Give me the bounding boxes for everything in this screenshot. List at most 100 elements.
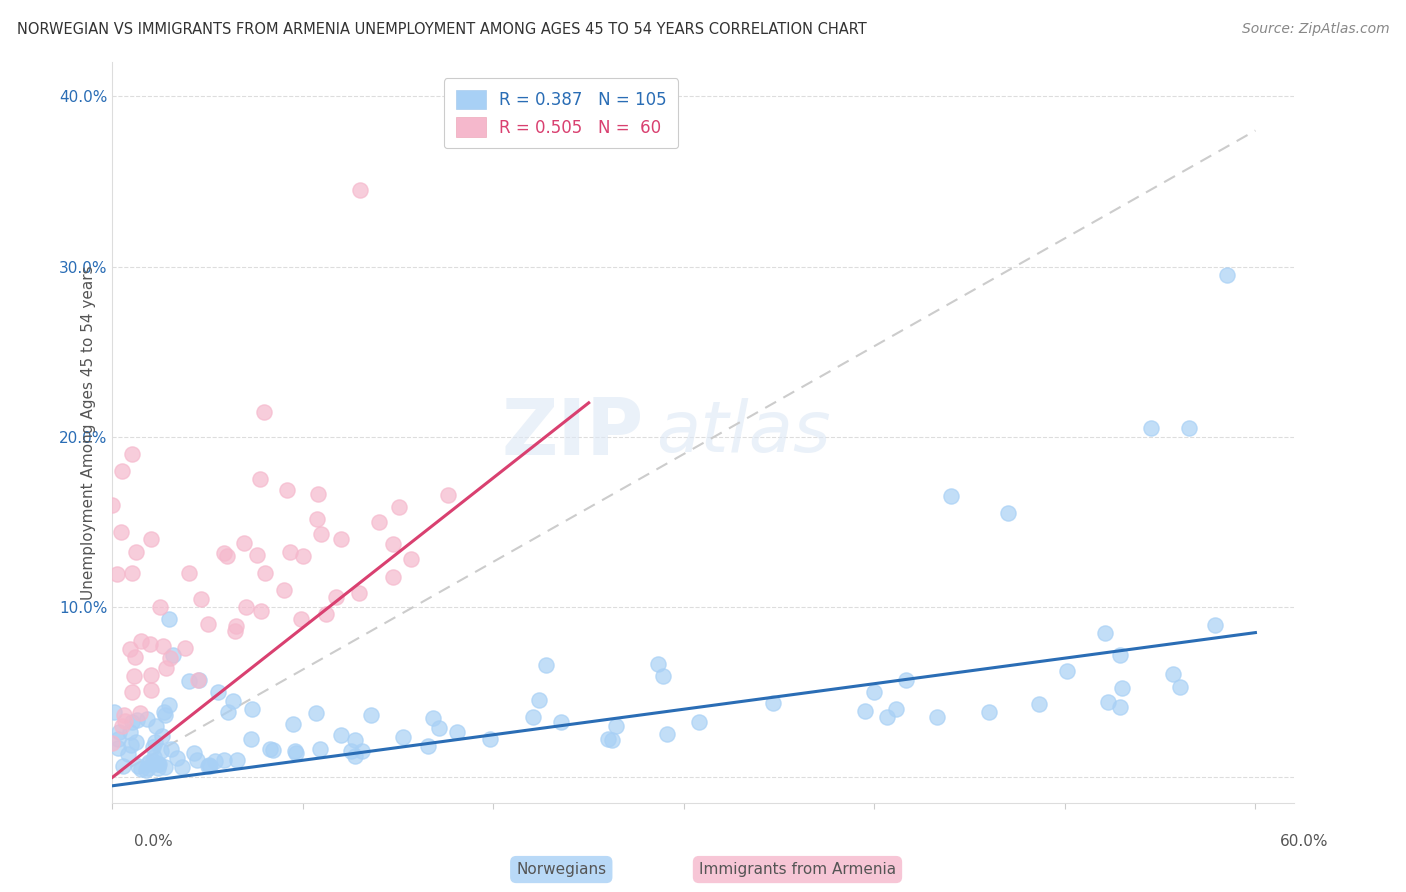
Point	[1216, 268, 1239, 283]
Point	[278, 545, 301, 559]
Point	[349, 183, 371, 197]
Point	[478, 731, 501, 746]
Point	[127, 759, 149, 773]
Point	[138, 755, 160, 769]
Legend: R = 0.387   N = 105, R = 0.505   N =  60: R = 0.387 N = 105, R = 0.505 N = 60	[444, 78, 679, 148]
Point	[124, 649, 146, 664]
Point	[127, 713, 149, 727]
Point	[112, 759, 135, 773]
Point	[360, 708, 382, 723]
Point	[600, 733, 623, 747]
Point	[339, 744, 361, 758]
Point	[217, 705, 239, 719]
Point	[382, 536, 405, 550]
Point	[173, 641, 195, 656]
Point	[204, 754, 226, 768]
Point	[155, 661, 177, 675]
Point	[155, 707, 177, 722]
Point	[207, 685, 229, 699]
Point	[121, 566, 143, 580]
Point	[1111, 681, 1133, 695]
Point	[311, 526, 333, 541]
Point	[925, 710, 948, 724]
Point	[215, 549, 238, 563]
Point	[1109, 700, 1132, 714]
Point	[1177, 421, 1199, 435]
Point	[121, 447, 143, 461]
Point	[273, 582, 295, 597]
Point	[129, 762, 152, 776]
Point	[139, 532, 162, 546]
Point	[1097, 695, 1119, 709]
Point	[142, 739, 165, 754]
Point	[114, 708, 136, 723]
Point	[187, 673, 209, 688]
Point	[762, 696, 785, 710]
Point	[105, 566, 128, 581]
Point	[122, 669, 145, 683]
Point	[149, 744, 172, 758]
Point	[177, 566, 200, 580]
Point	[349, 586, 371, 600]
Point	[291, 549, 314, 563]
Point	[172, 760, 194, 774]
Point	[157, 698, 180, 712]
Point	[107, 724, 129, 739]
Point	[863, 685, 886, 699]
Point	[139, 636, 162, 650]
Point	[145, 718, 167, 732]
Point	[330, 532, 353, 546]
Point	[118, 642, 141, 657]
Point	[1161, 666, 1184, 681]
Point	[157, 611, 180, 625]
Point	[117, 747, 139, 761]
Point	[290, 612, 312, 626]
Text: ZIP: ZIP	[502, 394, 644, 471]
Point	[1168, 680, 1191, 694]
Point	[1204, 617, 1226, 632]
Point	[125, 545, 148, 559]
Point	[101, 498, 124, 512]
Point	[253, 404, 276, 418]
Point	[111, 464, 134, 478]
Point	[1139, 421, 1161, 435]
Point	[148, 761, 170, 775]
Point	[529, 693, 551, 707]
Point	[647, 657, 669, 671]
Point	[651, 669, 673, 683]
Point	[135, 763, 157, 777]
Point	[129, 634, 152, 648]
Point	[550, 714, 572, 729]
Point	[222, 694, 245, 708]
Point	[997, 507, 1019, 521]
Point	[437, 488, 460, 502]
Point	[225, 753, 247, 767]
Point	[143, 735, 166, 749]
Point	[422, 711, 444, 725]
Point	[1028, 698, 1050, 712]
Point	[281, 717, 304, 731]
Point	[284, 746, 307, 760]
Point	[152, 639, 174, 653]
Point	[186, 753, 208, 767]
Point	[190, 591, 212, 606]
Point	[121, 685, 143, 699]
Point	[139, 668, 162, 682]
Point	[136, 761, 159, 775]
Point	[101, 736, 124, 750]
Point	[418, 739, 440, 754]
Point	[149, 600, 172, 615]
Point	[305, 706, 328, 720]
Point	[939, 490, 962, 504]
Point	[446, 724, 468, 739]
Text: NORWEGIAN VS IMMIGRANTS FROM ARMENIA UNEMPLOYMENT AMONG AGES 45 TO 54 YEARS CORR: NORWEGIAN VS IMMIGRANTS FROM ARMENIA UNE…	[17, 22, 866, 37]
Y-axis label: Unemployment Among Ages 45 to 54 years: Unemployment Among Ages 45 to 54 years	[80, 265, 96, 600]
Point	[142, 754, 165, 768]
Point	[240, 732, 263, 747]
Point	[401, 552, 423, 566]
Point	[249, 472, 271, 486]
Point	[388, 500, 411, 515]
Point	[894, 673, 917, 687]
Point	[1108, 648, 1130, 663]
Point	[381, 570, 404, 584]
